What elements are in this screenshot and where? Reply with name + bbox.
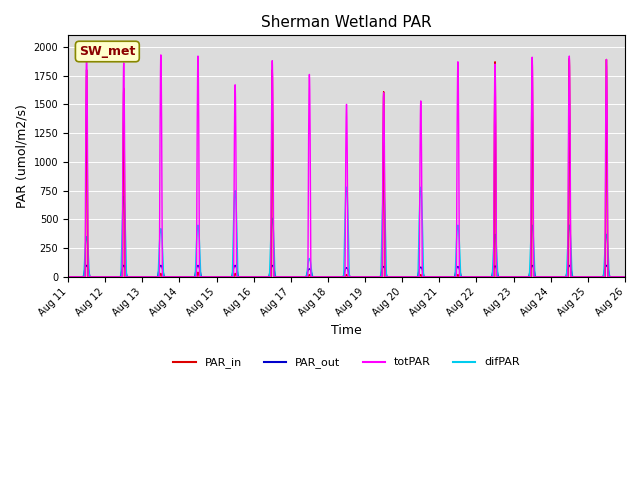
PAR_in: [596, 274, 604, 280]
difPAR: [286, 274, 294, 280]
difPAR: [342, 184, 350, 190]
PAR_out: [286, 274, 294, 280]
PAR_out: [249, 274, 257, 280]
totPAR: [175, 274, 183, 280]
totPAR: [83, 50, 90, 56]
difPAR: [332, 274, 339, 280]
PAR_in: [529, 56, 536, 61]
Y-axis label: PAR (umol/m2/s): PAR (umol/m2/s): [15, 104, 28, 208]
PAR_out: [403, 274, 410, 280]
difPAR: [621, 274, 629, 280]
PAR_in: [64, 274, 72, 280]
difPAR: [596, 274, 604, 280]
totPAR: [64, 274, 72, 280]
Title: Sherman Wetland PAR: Sherman Wetland PAR: [261, 15, 432, 30]
PAR_in: [402, 274, 410, 280]
PAR_out: [83, 263, 90, 268]
PAR_in: [621, 274, 629, 280]
difPAR: [249, 274, 257, 280]
Line: totPAR: totPAR: [68, 53, 625, 277]
PAR_out: [175, 274, 183, 280]
PAR_in: [332, 274, 339, 280]
totPAR: [596, 274, 604, 280]
difPAR: [175, 274, 183, 280]
totPAR: [621, 274, 629, 280]
totPAR: [332, 274, 340, 280]
PAR_out: [621, 274, 629, 280]
PAR_out: [596, 274, 604, 280]
Line: difPAR: difPAR: [68, 187, 625, 277]
totPAR: [286, 274, 294, 280]
totPAR: [403, 274, 410, 280]
Text: SW_met: SW_met: [79, 45, 136, 58]
difPAR: [64, 274, 72, 280]
Line: PAR_in: PAR_in: [68, 59, 625, 277]
Line: PAR_out: PAR_out: [68, 265, 625, 277]
totPAR: [249, 274, 257, 280]
X-axis label: Time: Time: [331, 324, 362, 337]
difPAR: [403, 274, 410, 280]
PAR_in: [175, 274, 183, 280]
PAR_out: [64, 274, 72, 280]
PAR_in: [286, 274, 294, 280]
PAR_in: [249, 274, 257, 280]
Legend: PAR_in, PAR_out, totPAR, difPAR: PAR_in, PAR_out, totPAR, difPAR: [169, 353, 524, 373]
PAR_out: [332, 274, 340, 280]
